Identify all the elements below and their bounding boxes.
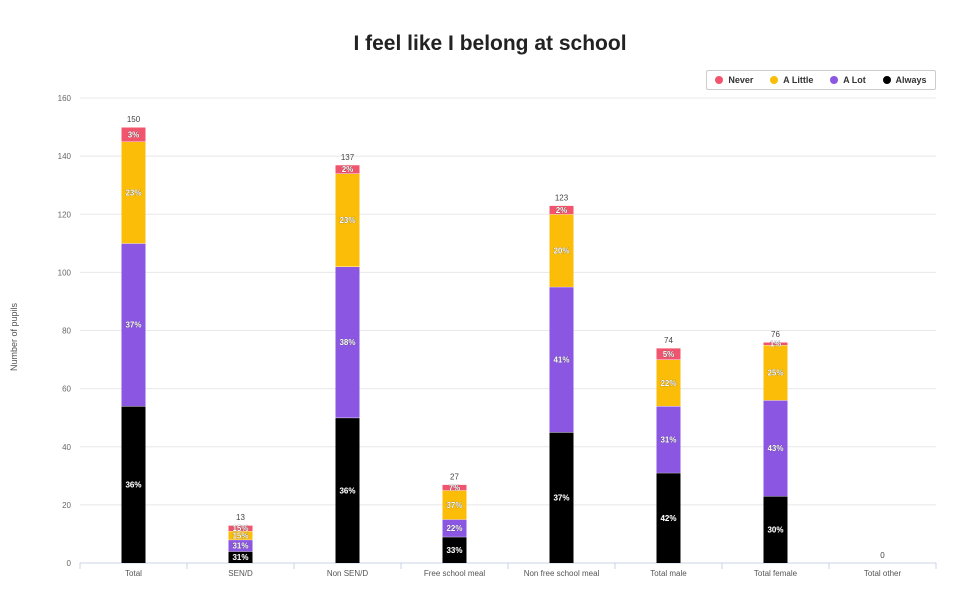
bar-segment — [763, 342, 788, 346]
bar-segment — [228, 551, 253, 563]
legend-swatch — [715, 76, 724, 84]
total-label: 27 — [450, 473, 459, 482]
legend-swatch — [770, 76, 779, 84]
bar-segment — [549, 432, 574, 563]
bar-segment — [549, 286, 574, 433]
bar-segment — [656, 406, 681, 473]
x-tick-label: Non free school meal — [524, 569, 600, 578]
legend-label: A Lot — [843, 75, 866, 85]
bar-segment — [228, 539, 253, 552]
data-label: 22% — [660, 379, 676, 388]
data-label: 22% — [446, 524, 462, 533]
data-label: 1% — [770, 340, 782, 349]
bar-segment — [335, 266, 360, 418]
chart-title: I feel like I belong at school — [353, 32, 627, 55]
legend-label: A Little — [783, 75, 814, 85]
bar-segment — [549, 214, 574, 287]
data-label: 23% — [125, 188, 141, 197]
legend-label: Never — [728, 75, 754, 85]
bar-segment — [763, 345, 788, 401]
data-label: 38% — [339, 338, 355, 347]
legend-label: Always — [895, 75, 927, 85]
y-tick-label: 160 — [58, 94, 72, 103]
data-label: 43% — [767, 444, 783, 453]
data-label: 2% — [342, 165, 354, 174]
bar-segment — [121, 243, 146, 407]
bar-segment — [656, 472, 681, 563]
bar-segment — [656, 359, 681, 407]
bar-segment — [121, 406, 146, 563]
data-label: 37% — [446, 501, 462, 510]
data-label: 33% — [446, 546, 462, 555]
bar-segment — [442, 536, 467, 563]
data-label: 31% — [232, 542, 248, 551]
legend-item[interactable]: A Lot — [830, 75, 866, 85]
bar-segment — [549, 205, 574, 215]
data-label: 31% — [660, 435, 676, 444]
data-label: 2% — [556, 206, 568, 215]
total-label: 76 — [771, 330, 780, 339]
data-label: 31% — [232, 553, 248, 562]
y-tick-label: 120 — [58, 210, 72, 219]
bar-segment — [335, 164, 360, 174]
bar-segment — [121, 141, 146, 244]
y-tick-label: 40 — [62, 443, 71, 452]
bar-segment — [763, 400, 788, 497]
data-label: 41% — [553, 356, 569, 365]
y-tick-label: 60 — [62, 385, 71, 394]
data-label: 3% — [128, 130, 140, 139]
legend-item[interactable]: A Little — [770, 75, 813, 85]
legend-item[interactable]: Never — [715, 75, 753, 85]
bar-segment — [442, 484, 467, 491]
total-label: 150 — [127, 115, 141, 124]
y-tick-label: 100 — [58, 268, 72, 277]
data-label: 42% — [660, 514, 676, 523]
x-tick-label: Total — [125, 569, 142, 578]
bar-segment — [442, 490, 467, 520]
data-label: 5% — [663, 350, 675, 359]
y-tick-label: 20 — [62, 501, 71, 510]
bar-segment — [335, 173, 360, 267]
data-label: 7% — [449, 483, 461, 492]
x-tick-label: SEN/D — [228, 569, 253, 578]
x-tick-label: Free school meal — [424, 569, 486, 578]
bar-segment — [228, 525, 253, 532]
x-tick-label: Total female — [754, 569, 798, 578]
bar-segment — [763, 496, 788, 563]
y-tick-label: 80 — [62, 327, 71, 336]
data-label: 15% — [232, 531, 248, 540]
x-tick-label: Total male — [650, 569, 687, 578]
legend-item[interactable]: Always — [882, 75, 927, 85]
total-label: 0 — [880, 551, 885, 560]
data-label: 25% — [767, 369, 783, 378]
legend: Never A Little A Lot Always — [706, 70, 936, 90]
bar-segment — [656, 347, 681, 360]
data-label: 37% — [553, 494, 569, 503]
total-label: 74 — [664, 336, 673, 345]
total-label: 123 — [555, 194, 569, 203]
data-label: 37% — [125, 321, 141, 330]
legend-swatch — [830, 76, 839, 84]
bar-segment — [228, 531, 253, 540]
bar-segment — [442, 519, 467, 537]
bar-segment — [121, 127, 146, 142]
x-tick-label: Total other — [864, 569, 902, 578]
y-tick-label: 0 — [67, 559, 72, 568]
x-tick-label: Non SEN/D — [327, 569, 369, 578]
data-label: 15% — [232, 524, 248, 533]
total-label: 137 — [341, 153, 355, 162]
legend-swatch — [882, 76, 891, 84]
data-label: 36% — [125, 481, 141, 490]
data-label: 20% — [553, 247, 569, 256]
data-label: 36% — [339, 486, 355, 495]
data-label: 30% — [767, 526, 783, 535]
bar-segment — [335, 417, 360, 563]
y-tick-label: 140 — [58, 152, 72, 161]
total-label: 13 — [236, 513, 245, 522]
data-label: 23% — [339, 216, 355, 225]
